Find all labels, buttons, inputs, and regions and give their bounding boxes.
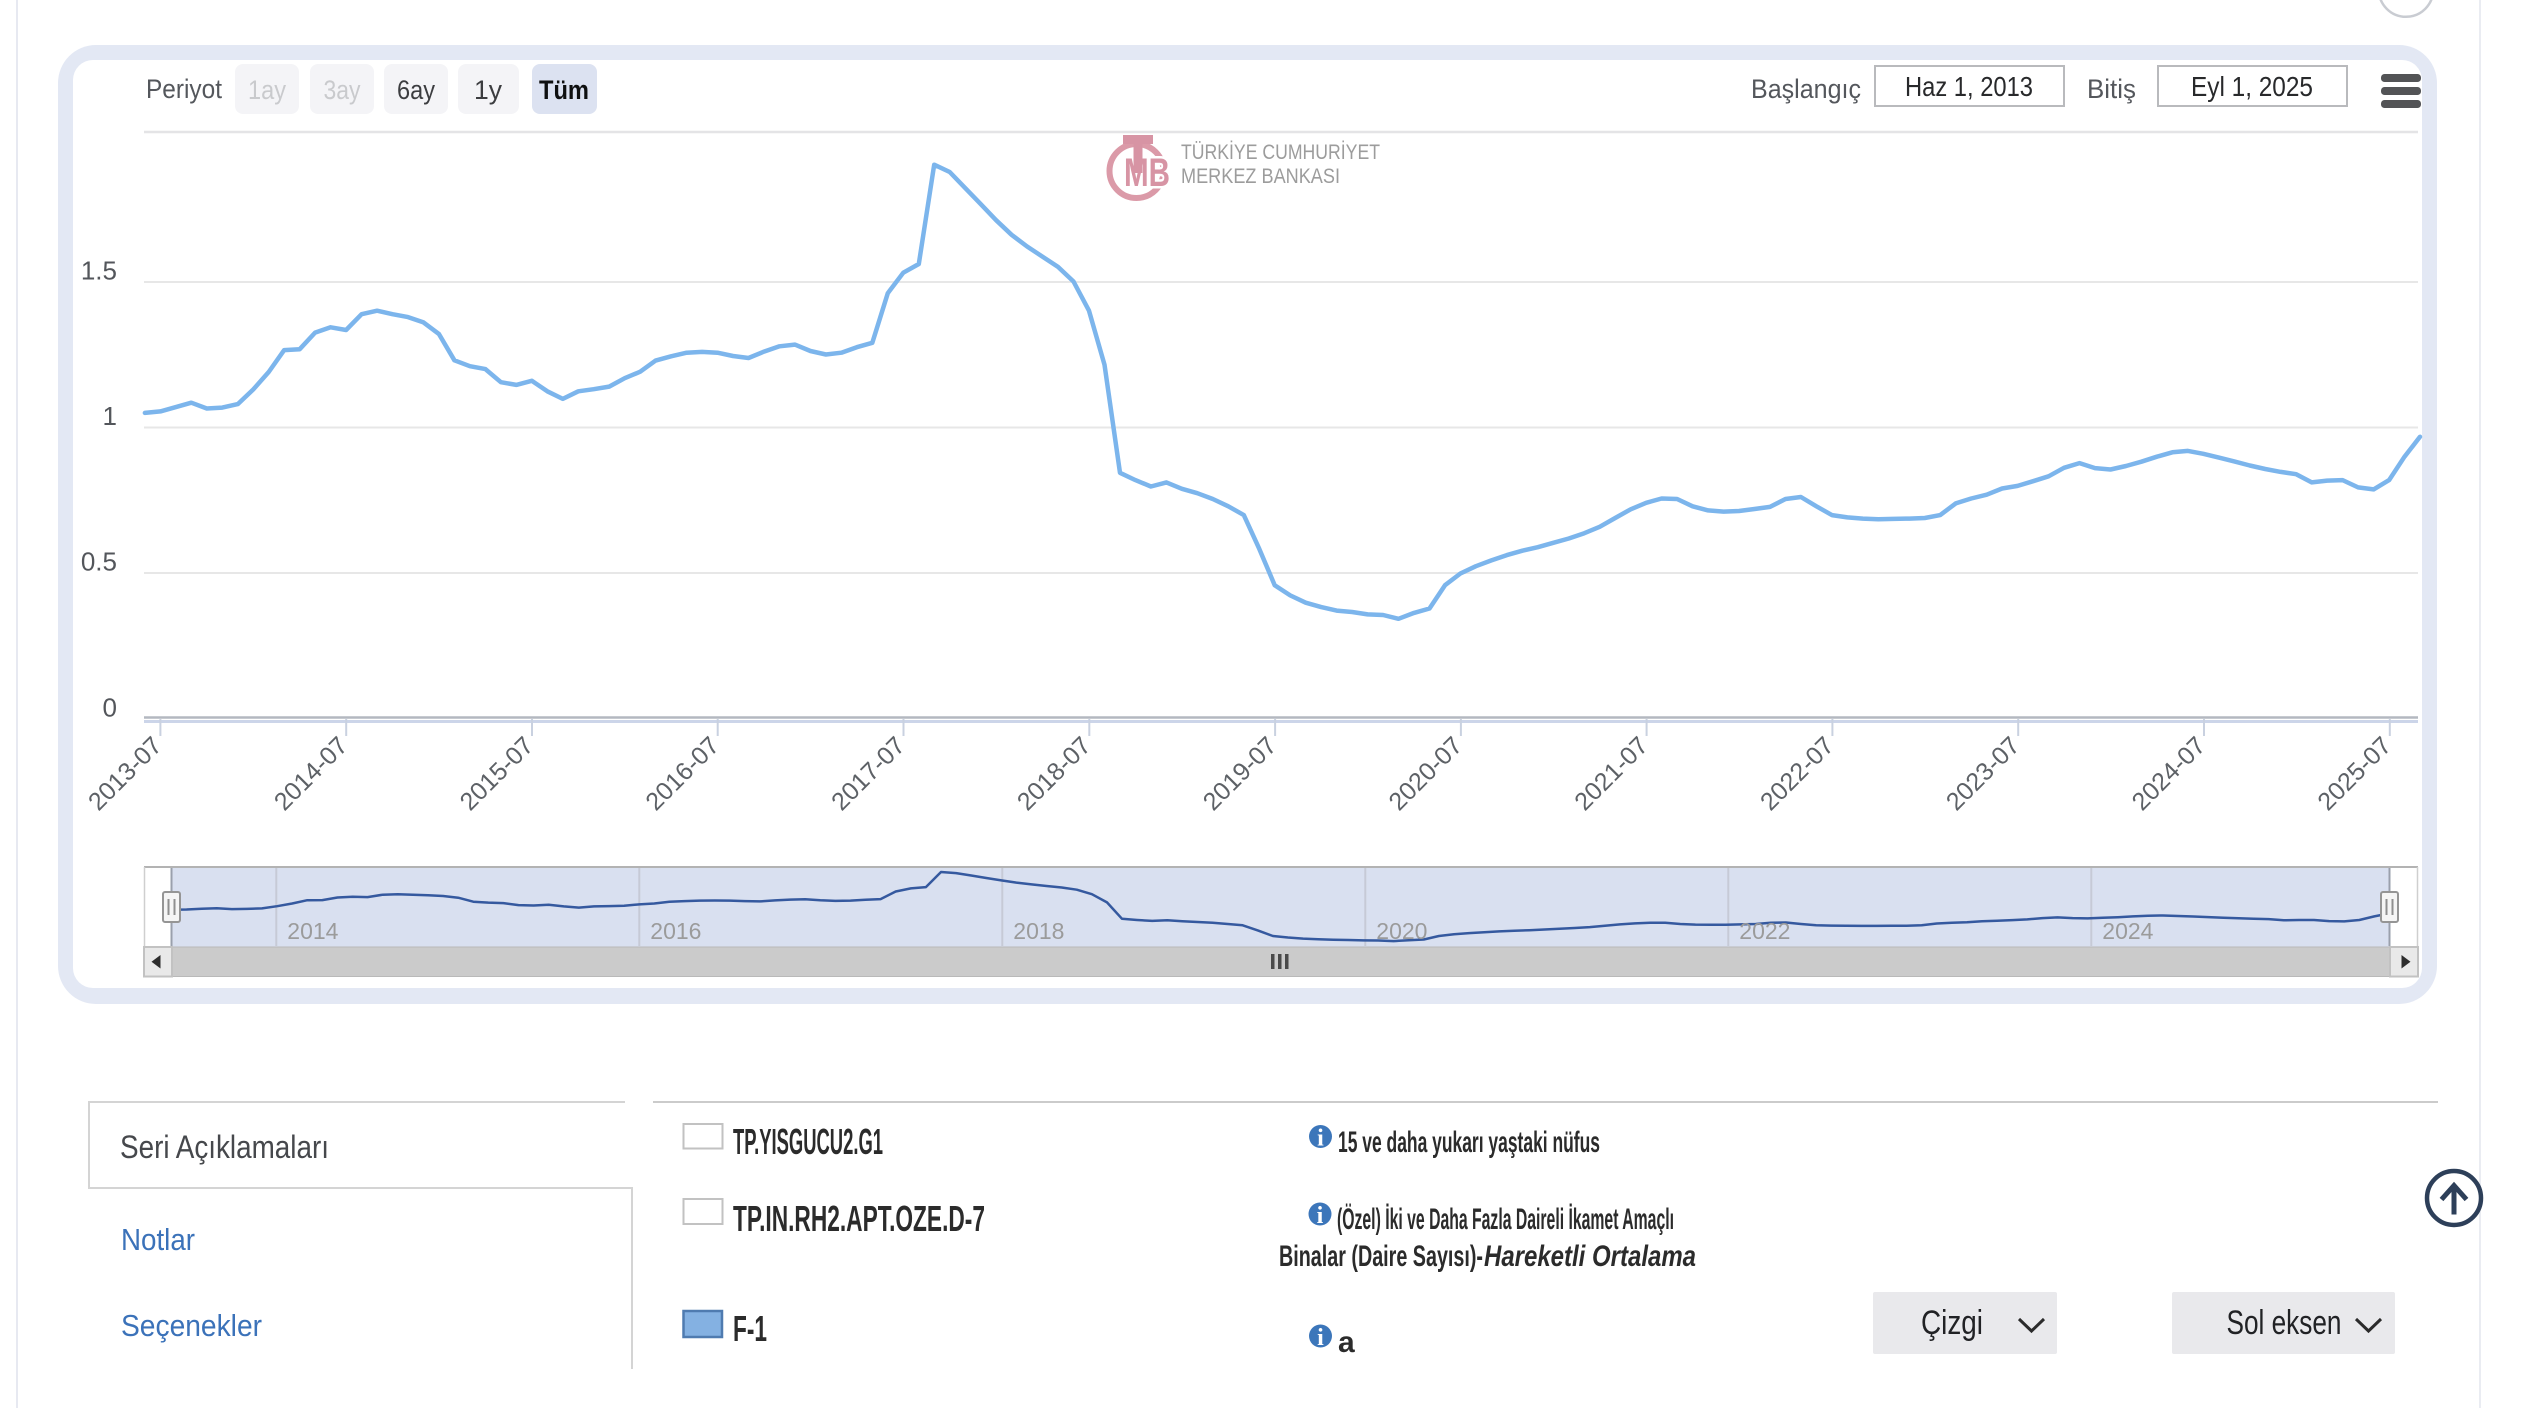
svg-text:Notlar: Notlar (121, 1222, 195, 1257)
svg-text:TP.YISGUCU2.G1: TP.YISGUCU2.G1 (733, 1121, 883, 1162)
svg-text:i: i (1317, 1203, 1324, 1229)
svg-text:TP.IN.RH2.APT.OZE.D-7: TP.IN.RH2.APT.OZE.D-7 (733, 1198, 985, 1239)
svg-text:2020: 2020 (1376, 918, 1427, 944)
svg-text:Eyl 1, 2025: Eyl 1, 2025 (2191, 71, 2313, 102)
svg-text:2024: 2024 (2102, 918, 2153, 944)
svg-text:2018: 2018 (1013, 918, 1064, 944)
svg-text:15 ve daha yukarı yaştaki nüfu: 15 ve daha yukarı yaştaki nüfus (1338, 1126, 1600, 1159)
svg-text:0: 0 (103, 693, 117, 723)
svg-text:a: a (1338, 1326, 1355, 1359)
svg-text:(Özel) İki ve Daha Fazla Daire: (Özel) İki ve Daha Fazla Daireli İkamet … (1337, 1203, 1674, 1236)
svg-text:Seçenekler: Seçenekler (121, 1308, 262, 1343)
svg-text:F-1: F-1 (733, 1308, 767, 1349)
svg-text:Haz 1, 2013: Haz 1, 2013 (1905, 71, 2033, 102)
svg-text:MERKEZ BANKASI: MERKEZ BANKASI (1181, 165, 1340, 188)
svg-text:2014: 2014 (287, 918, 338, 944)
svg-text:Binalar (Daire Sayısı)-: Binalar (Daire Sayısı)- (1279, 1240, 1483, 1273)
svg-text:1y: 1y (474, 75, 502, 105)
svg-text:MB: MB (1124, 151, 1170, 195)
svg-text:6ay: 6ay (397, 75, 435, 105)
svg-text:3ay: 3ay (324, 75, 361, 105)
svg-text:TÜRKİYE CUMHURİYET: TÜRKİYE CUMHURİYET (1181, 141, 1380, 164)
svg-text:Periyot: Periyot (146, 74, 222, 104)
svg-text:0.5: 0.5 (81, 547, 117, 577)
svg-text:Başlangıç: Başlangıç (1751, 74, 1861, 104)
svg-text:2016: 2016 (650, 918, 701, 944)
svg-text:Sol eksen: Sol eksen (2227, 1304, 2342, 1342)
svg-text:Seri Açıklamaları: Seri Açıklamaları (120, 1129, 329, 1165)
svg-text:2022: 2022 (1739, 918, 1790, 944)
svg-text:i: i (1317, 1126, 1324, 1152)
svg-text:Tüm: Tüm (539, 75, 589, 105)
svg-text:1ay: 1ay (248, 75, 286, 105)
svg-text:Hareketli Ortalama: Hareketli Ortalama (1484, 1240, 1696, 1273)
svg-text:1.5: 1.5 (81, 256, 117, 286)
svg-text:i: i (1317, 1325, 1324, 1351)
svg-text:1: 1 (103, 401, 117, 431)
svg-text:Bitiş: Bitiş (2087, 74, 2136, 104)
svg-text:Çizgi: Çizgi (1921, 1304, 1983, 1342)
